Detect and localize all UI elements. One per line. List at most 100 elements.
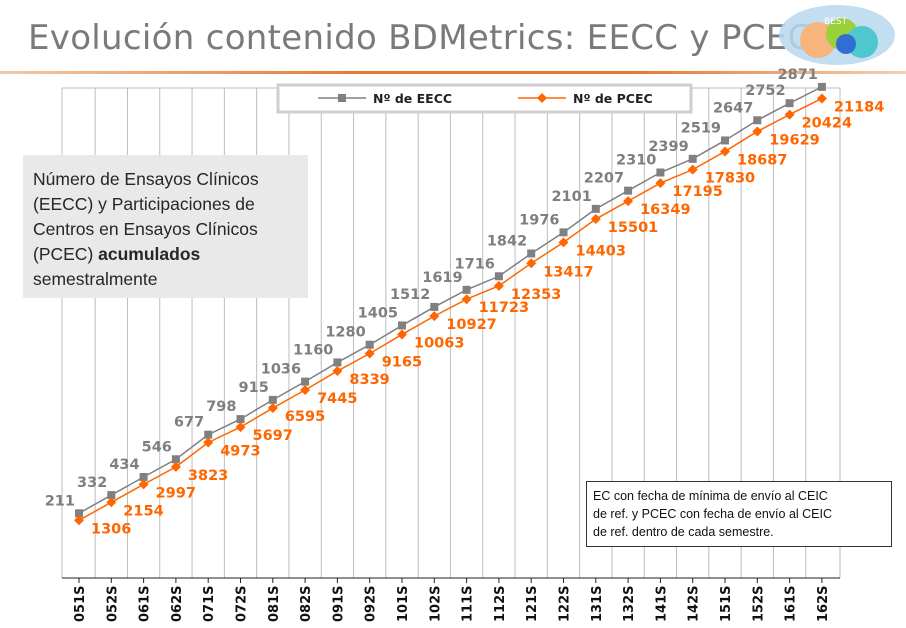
pcec-data-label: 18687 <box>737 152 787 168</box>
description-box: Número de Ensayos Clínicos (EECC) y Part… <box>23 155 308 298</box>
x-tick-label: 162S <box>816 586 831 623</box>
pcec-point <box>623 196 634 207</box>
eecc-data-label: 2207 <box>584 171 624 187</box>
pcec-point <box>590 214 601 225</box>
eecc-data-label: 1842 <box>487 233 527 249</box>
x-tick-label: 121S <box>525 586 540 623</box>
x-tick-label: 141S <box>654 586 669 623</box>
description-line-4-plain: (PCEC) <box>33 244 99 264</box>
eecc-point <box>107 491 116 500</box>
x-tick-label: 061S <box>138 586 153 623</box>
pcec-point <box>558 237 569 248</box>
logo-text: BEST <box>824 17 848 27</box>
legend-label-eecc: Nº de EECC <box>373 91 452 106</box>
pcec-point <box>687 164 698 175</box>
series-pcec <box>74 93 827 526</box>
eecc-point <box>591 204 600 213</box>
x-tick-label: 071S <box>202 586 217 623</box>
pcec-point <box>106 497 117 508</box>
x-tick-label: 092S <box>364 586 379 623</box>
x-tick-label: 102S <box>428 586 443 623</box>
eecc-data-label: 434 <box>109 457 139 473</box>
pcec-point <box>655 178 666 189</box>
x-tick-label: 142S <box>687 586 702 623</box>
eecc-point <box>75 509 83 518</box>
pcec-data-label: 11723 <box>479 300 529 316</box>
eecc-data-label: 677 <box>174 415 204 431</box>
legend-label-pcec: Nº de PCEC <box>573 91 653 106</box>
description-line-4-bold: acumulados <box>98 244 201 264</box>
pcec-data-label: 10063 <box>414 335 464 351</box>
eecc-line <box>78 86 823 514</box>
eecc-data-label: 1619 <box>422 270 462 286</box>
pcec-data-label: 17830 <box>705 171 755 187</box>
pcec-point <box>526 258 537 269</box>
pcec-data-label: 9165 <box>382 355 422 371</box>
series-eecc <box>75 82 826 518</box>
pcec-point <box>138 479 149 490</box>
eecc-data-label: 211 <box>45 493 75 509</box>
pcec-point <box>429 311 440 322</box>
pcec-data-label: 10927 <box>446 317 496 333</box>
pcec-data-label: 16349 <box>640 202 690 218</box>
pcec-data-label: 3823 <box>188 468 228 484</box>
pcec-data-label: 20424 <box>802 116 852 132</box>
eecc-point <box>398 321 406 330</box>
description-line-3: Centros en Ensayos Clínicos <box>33 219 258 239</box>
pcec-point <box>74 515 84 526</box>
eecc-point <box>559 228 568 237</box>
eecc-data-label: 1716 <box>455 256 495 272</box>
eecc-point <box>688 154 697 163</box>
pcec-point <box>784 109 795 120</box>
x-tick-label: 152S <box>751 586 766 623</box>
title-underline <box>0 71 906 74</box>
best-logo: BEST <box>779 5 895 65</box>
chart-grid <box>61 87 841 578</box>
pcec-data-label: 14403 <box>576 243 626 259</box>
eecc-point <box>333 358 342 367</box>
eecc-point <box>753 116 762 125</box>
eecc-point <box>462 285 471 294</box>
logo-blue-circle <box>836 34 856 54</box>
pcec-point <box>493 280 504 291</box>
pcec-data-label: 13417 <box>543 264 593 280</box>
x-axis-ticks: 051S 052S 061S 062S 071S 072S 081S 082S 091S 092S… <box>73 578 831 622</box>
eecc-point <box>785 99 794 108</box>
legend-marker-eecc <box>338 94 346 102</box>
x-tick-label: 111S <box>461 586 476 623</box>
eecc-point <box>624 186 633 195</box>
eecc-data-label: 2101 <box>551 189 591 205</box>
eecc-point <box>656 168 665 177</box>
x-tick-label: 082S <box>299 586 314 623</box>
eecc-data-label: 1036 <box>261 362 301 378</box>
pcec-point <box>203 437 214 448</box>
description-line-4: (PCEC) acumulados <box>33 242 300 267</box>
x-tick-label: 161S <box>784 586 799 623</box>
x-tick-label: 081S <box>267 586 282 623</box>
description-line-5: semestralmente <box>33 269 158 289</box>
pcec-data-label: 2154 <box>123 503 163 519</box>
eecc-data-label: 798 <box>206 399 236 415</box>
description-line-2: (EECC) y Participaciones de <box>33 194 255 214</box>
eecc-point <box>365 340 374 349</box>
eecc-data-label: 2647 <box>713 100 753 116</box>
x-tick-label: 051S <box>73 586 88 623</box>
eecc-data-label: 332 <box>77 475 107 491</box>
chart-legend: Nº de EECC Nº de PCEC <box>276 83 693 114</box>
pcec-point <box>170 461 181 472</box>
eecc-point <box>817 82 826 91</box>
note-line-3: de ref. dentro de cada semestre. <box>593 525 774 539</box>
x-tick-label: 072S <box>235 586 250 623</box>
eecc-data-label: 915 <box>239 380 269 396</box>
eecc-data-label: 2310 <box>616 153 656 169</box>
pcec-data-label: 1306 <box>91 521 131 537</box>
pcec-point <box>364 348 375 359</box>
note-box: EC con fecha de mínima de envío al CEIC … <box>586 481 892 547</box>
eecc-data-label: 1976 <box>519 212 559 228</box>
note-line-2: de ref. y PCEC con fecha de envío al CEI… <box>593 507 833 521</box>
eecc-data-label: 2399 <box>648 139 688 155</box>
x-tick-label: 062S <box>170 586 185 623</box>
description-line-1: Número de Ensayos Clínicos <box>33 169 259 189</box>
